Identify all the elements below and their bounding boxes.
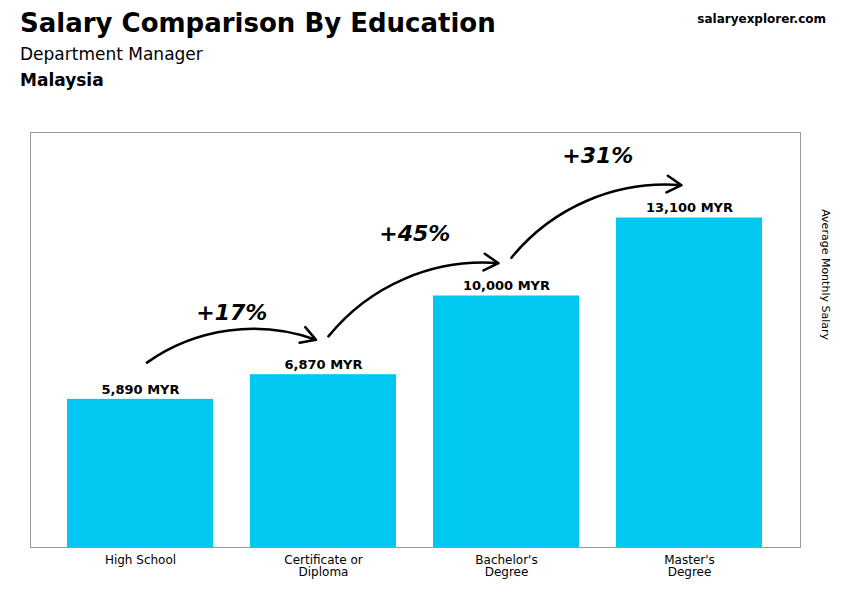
svg-text:+45%: +45% [379, 221, 450, 246]
svg-text:Master'sDegree: Master'sDegree [664, 553, 715, 579]
svg-text:10,000 MYR: 10,000 MYR [463, 278, 550, 293]
svg-text:High School: High School [105, 553, 176, 567]
svg-text:+31%: +31% [562, 143, 633, 168]
html-text:Malaysia: Malaysia [20, 70, 104, 90]
html-text:Department Manager: Department Manager [20, 44, 203, 64]
html-text:Salary Comparison By Education: Salary Comparison By Education [20, 8, 496, 38]
svg-text:6,870 MYR: 6,870 MYR [284, 357, 362, 372]
svg-text:5,890 MYR: 5,890 MYR [101, 382, 179, 397]
svg-text:Average Monthly Salary: Average Monthly Salary [819, 209, 832, 340]
html-text:salaryexplorer.com: salaryexplorer.com [697, 12, 826, 26]
svg-text:13,100 MYR: 13,100 MYR [646, 200, 733, 215]
svg-text:Certificate orDiploma: Certificate orDiploma [284, 553, 362, 579]
svg-text:Bachelor'sDegree: Bachelor'sDegree [475, 553, 537, 579]
svg-text:+17%: +17% [196, 300, 267, 325]
